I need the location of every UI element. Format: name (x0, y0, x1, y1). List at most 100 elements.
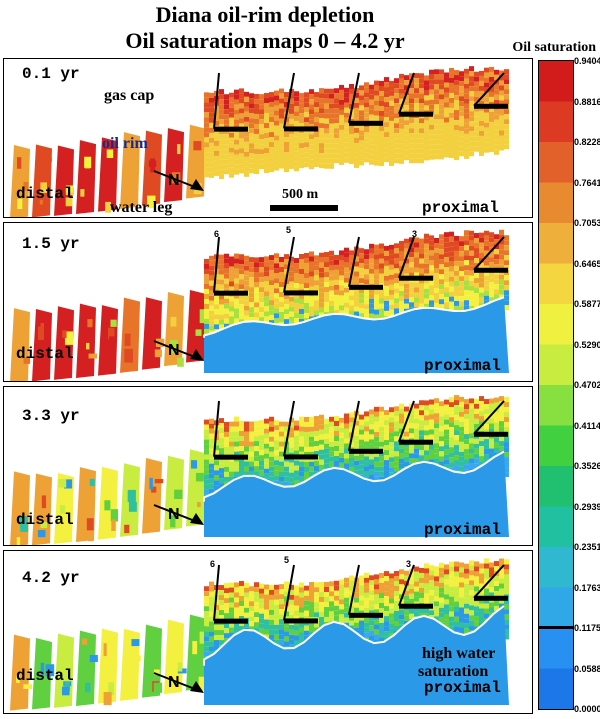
well-trajectory (473, 72, 505, 107)
well-trajectory (398, 564, 415, 607)
well-trajectory (213, 236, 220, 293)
scale-bar (270, 205, 338, 211)
horizontal-well-section (474, 103, 508, 109)
colorbar-contour-marker (538, 626, 574, 629)
scale-label: 500 m (282, 187, 319, 202)
horizontal-well-section (399, 275, 433, 281)
horizontal-well-section (284, 126, 318, 132)
oil-rim-label: oil rim (102, 135, 148, 152)
colorbar-tick: 0.2939 (574, 501, 600, 512)
horizontal-well-section (474, 267, 508, 273)
horizontal-well-section (214, 126, 248, 132)
well-trajectory (283, 236, 295, 293)
well-trajectory (398, 236, 415, 279)
proximal-label: proximal (424, 521, 501, 539)
horizontal-well-section (349, 284, 383, 290)
figure-title-line1: Diana oil-rim depletion (155, 2, 375, 27)
section-map-2: N (10, 229, 509, 381)
horizontal-well-section (474, 431, 508, 437)
well-trajectory (348, 72, 360, 124)
water-zone (204, 297, 509, 373)
well-trajectory (213, 400, 220, 457)
figure-title-line2: Oil saturation maps 0 – 4.2 yr (125, 28, 405, 53)
horizontal-well-section (214, 290, 248, 296)
well-trajectory (473, 564, 505, 599)
oil-water-contact (203, 605, 505, 666)
colorbar-tick: 0.3526 (574, 461, 600, 471)
well-label-5: 5 (286, 225, 292, 235)
colorbar (538, 60, 574, 710)
proximal-label: proximal (424, 679, 501, 697)
horizontal-well-section (214, 454, 248, 460)
colorbar-tick: 0.4702 (574, 380, 600, 390)
distal-label: distal (16, 345, 74, 363)
well-trajectory (213, 564, 220, 621)
north-arrow-icon: N (153, 340, 204, 361)
horizontal-well-section (349, 120, 383, 126)
horizontal-well-section (474, 595, 508, 601)
well-trajectory (348, 400, 360, 452)
horizontal-well-section (399, 603, 433, 609)
horizontal-well-section (284, 454, 318, 460)
colorbar-tick: 0.1175 (574, 623, 600, 633)
colorbar-title: Oil saturation (512, 40, 596, 55)
horizontal-well-section (284, 290, 318, 296)
oil-water-contact (203, 296, 505, 338)
north-arrow-icon: N (153, 672, 204, 693)
well-label-6: 6 (210, 559, 216, 569)
time-label: 0.1 yr (22, 65, 80, 83)
horizontal-well-section (284, 618, 318, 624)
well-trajectory (398, 400, 415, 443)
well-trajectory (398, 72, 415, 115)
colorbar-tick: 0.0588 (574, 663, 600, 674)
horizontal-well-section (399, 439, 433, 445)
north-arrow-icon: N (153, 170, 204, 191)
proximal-label: proximal (424, 357, 501, 375)
oil-water-contact (203, 450, 505, 502)
section-cells (10, 66, 509, 217)
colorbar-tick: 0.5290 (574, 339, 600, 350)
well-label-3: 3 (406, 559, 412, 569)
well-label-6: 6 (214, 229, 220, 239)
colorbar-tick: 0.4114 (574, 420, 600, 431)
gas-cap-label: gas cap (104, 87, 155, 104)
distal-label: distal (16, 185, 74, 203)
section-map-4: N (10, 558, 509, 711)
time-label: 4.2 yr (22, 569, 80, 587)
well-label-5: 5 (284, 555, 290, 565)
proximal-label: proximal (422, 199, 499, 217)
well-trajectory (473, 236, 505, 271)
well-trajectory (283, 72, 295, 129)
colorbar-tick: 0.7641 (574, 177, 600, 188)
section-cells (10, 558, 509, 711)
distal-label: distal (16, 511, 74, 529)
horizontal-well-section (214, 618, 248, 624)
panel-4-2yr: N 4.2 yr 6 5 3 distal high water saturat… (3, 550, 533, 714)
high-water-label: high water (422, 645, 496, 662)
time-label: 3.3 yr (22, 407, 80, 425)
panel-1-5yr: N 1.5 yr 6 5 3 distal proximal (3, 222, 533, 382)
time-label: 1.5 yr (22, 235, 80, 253)
well-trajectory (213, 72, 220, 129)
colorbar-tick: 0.7053 (574, 218, 600, 228)
colorbar-tick: 0.5877 (574, 299, 600, 309)
svg-text:N: N (168, 506, 180, 523)
water-zone (204, 451, 509, 537)
colorbar-tick: 0.1763 (574, 582, 600, 593)
distal-label: distal (16, 667, 74, 685)
colorbar-tick: 0.8228 (574, 137, 600, 147)
panel-0-1yr: N 0.1 yr gas cap oil rim distal water le… (3, 58, 533, 218)
panel-3-3yr: N 3.3 yr distal proximal (3, 386, 533, 546)
colorbar-tick: 0.9404 (574, 56, 600, 66)
horizontal-well-section (349, 448, 383, 454)
well-trajectory (283, 400, 295, 457)
colorbar-tick: 0.0000 (574, 704, 600, 714)
colorbar-tick: 0.8816 (574, 96, 600, 107)
well-trajectory (473, 400, 505, 435)
svg-text:N: N (168, 342, 180, 359)
horizontal-well-section (349, 612, 383, 618)
svg-text:N: N (168, 674, 180, 691)
colorbar-tick: 0.6465 (574, 258, 600, 269)
water-leg-label: water leg (110, 199, 173, 216)
water-zone (204, 605, 509, 705)
